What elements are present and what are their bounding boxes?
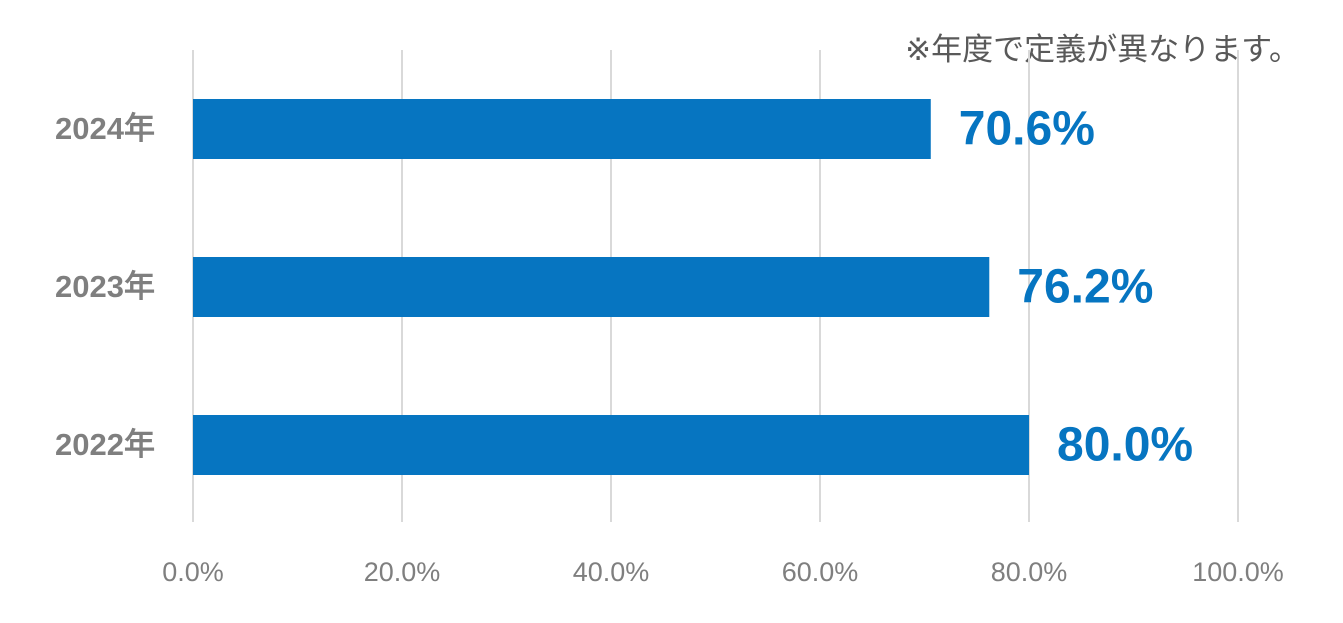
x-tick-label: 100.0% [1192, 557, 1284, 587]
annotation: ※年度で定義が異なります。 [905, 32, 1300, 67]
y-tick-label: 2024年 [55, 111, 155, 146]
x-tick-label: 0.0% [162, 557, 224, 587]
value-label: 80.0% [1057, 419, 1193, 472]
bar [193, 415, 1029, 475]
x-tick-label: 80.0% [991, 557, 1068, 587]
bar [193, 257, 990, 317]
bar [193, 99, 931, 159]
y-tick-label: 2022年 [55, 427, 155, 462]
x-tick-label: 20.0% [364, 557, 441, 587]
x-tick-label: 60.0% [782, 557, 859, 587]
value-label: 76.2% [1017, 261, 1153, 314]
value-label: 70.6% [959, 103, 1095, 156]
x-tick-label: 40.0% [573, 557, 650, 587]
y-tick-label: 2023年 [55, 269, 155, 304]
